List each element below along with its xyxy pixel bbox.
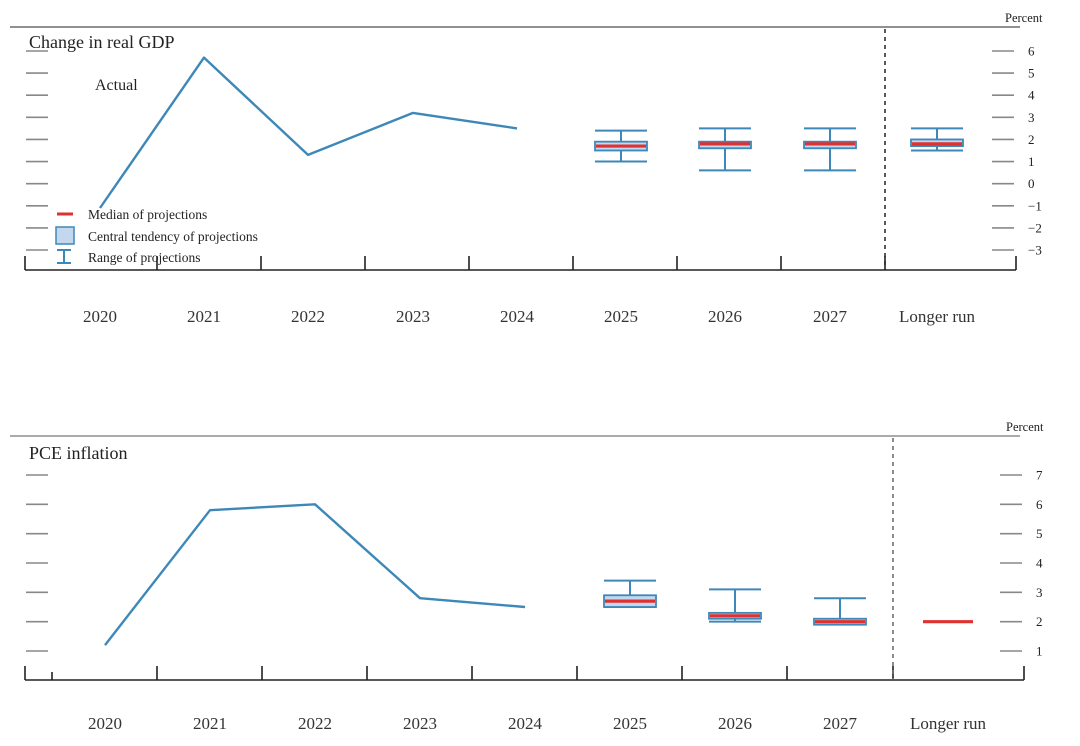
y-tick-label: 6 (1036, 497, 1043, 512)
y-tick-label: −3 (1028, 243, 1042, 258)
x-tick-label: 2024 (508, 714, 543, 733)
x-tick-label: 2027 (813, 307, 848, 326)
x-tick-label: 2020 (83, 307, 117, 326)
chart-title: Change in real GDP (29, 32, 174, 52)
y-tick-label: 2 (1036, 614, 1043, 629)
legend-central-swatch (55, 226, 75, 245)
legend-range-label: Range of projections (88, 250, 200, 265)
actual-series-line (99, 56, 518, 209)
x-tick-label: 2027 (823, 714, 858, 733)
legend-central-label: Central tendency of projections (88, 229, 258, 244)
projection-2025 (603, 579, 657, 608)
projection-2027 (813, 597, 867, 626)
y-tick-label: 3 (1028, 110, 1035, 125)
x-tick-label: 2026 (708, 307, 742, 326)
y-tick-label: 4 (1028, 88, 1035, 103)
projection-2027 (803, 127, 857, 172)
y-tick-label: −1 (1028, 198, 1042, 213)
legend-median-label: Median of projections (88, 207, 207, 222)
gdp-panel: Change in real GDP Percent 6 5 4 3 2 1 0 −1 −2 −3 20… (10, 11, 1043, 326)
y-tick-label: 3 (1036, 585, 1043, 600)
x-tick-label: 2023 (396, 307, 430, 326)
chart-title: PCE inflation (29, 443, 128, 463)
projection-longer-run (910, 127, 964, 152)
y-tick-label: 6 (1028, 44, 1035, 59)
y-tick-label: 4 (1036, 556, 1043, 571)
y-tick-label: 0 (1028, 176, 1035, 191)
y-tick-label: 1 (1036, 644, 1043, 659)
x-tick-label: 2022 (291, 307, 325, 326)
projection-2026 (708, 588, 762, 623)
x-tick-label: 2025 (613, 714, 647, 733)
pce-panel: PCE inflation Percent 7 6 5 4 3 2 1 2020 2021 2022 2… (10, 420, 1044, 733)
x-tick-label: 2022 (298, 714, 332, 733)
x-tick-label: 2021 (187, 307, 221, 326)
y-tick-label: 1 (1028, 154, 1035, 169)
y-tick-label: 7 (1036, 468, 1043, 483)
x-tick-label: Longer run (910, 714, 987, 733)
x-tick-label: 2023 (403, 714, 437, 733)
x-tick-label: 2020 (88, 714, 122, 733)
y-tick-label: −2 (1028, 220, 1042, 235)
x-tick-label: Longer run (899, 307, 976, 326)
y-tick-label: 5 (1028, 66, 1035, 81)
x-tick-label: 2025 (604, 307, 638, 326)
x-tick-label: 2026 (718, 714, 752, 733)
actual-series-line (104, 503, 526, 646)
unit-label: Percent (1005, 11, 1043, 25)
x-tick-label: 2021 (193, 714, 227, 733)
projection-2026 (698, 127, 752, 172)
x-tick-label: 2024 (500, 307, 535, 326)
projection-2025 (594, 129, 648, 163)
actual-annotation: Actual (95, 77, 138, 94)
y-tick-label: 2 (1028, 132, 1035, 147)
legend: Median of projections Central tendency of… (55, 207, 258, 265)
y-tick-label: 5 (1036, 526, 1043, 541)
unit-label: Percent (1006, 420, 1044, 434)
